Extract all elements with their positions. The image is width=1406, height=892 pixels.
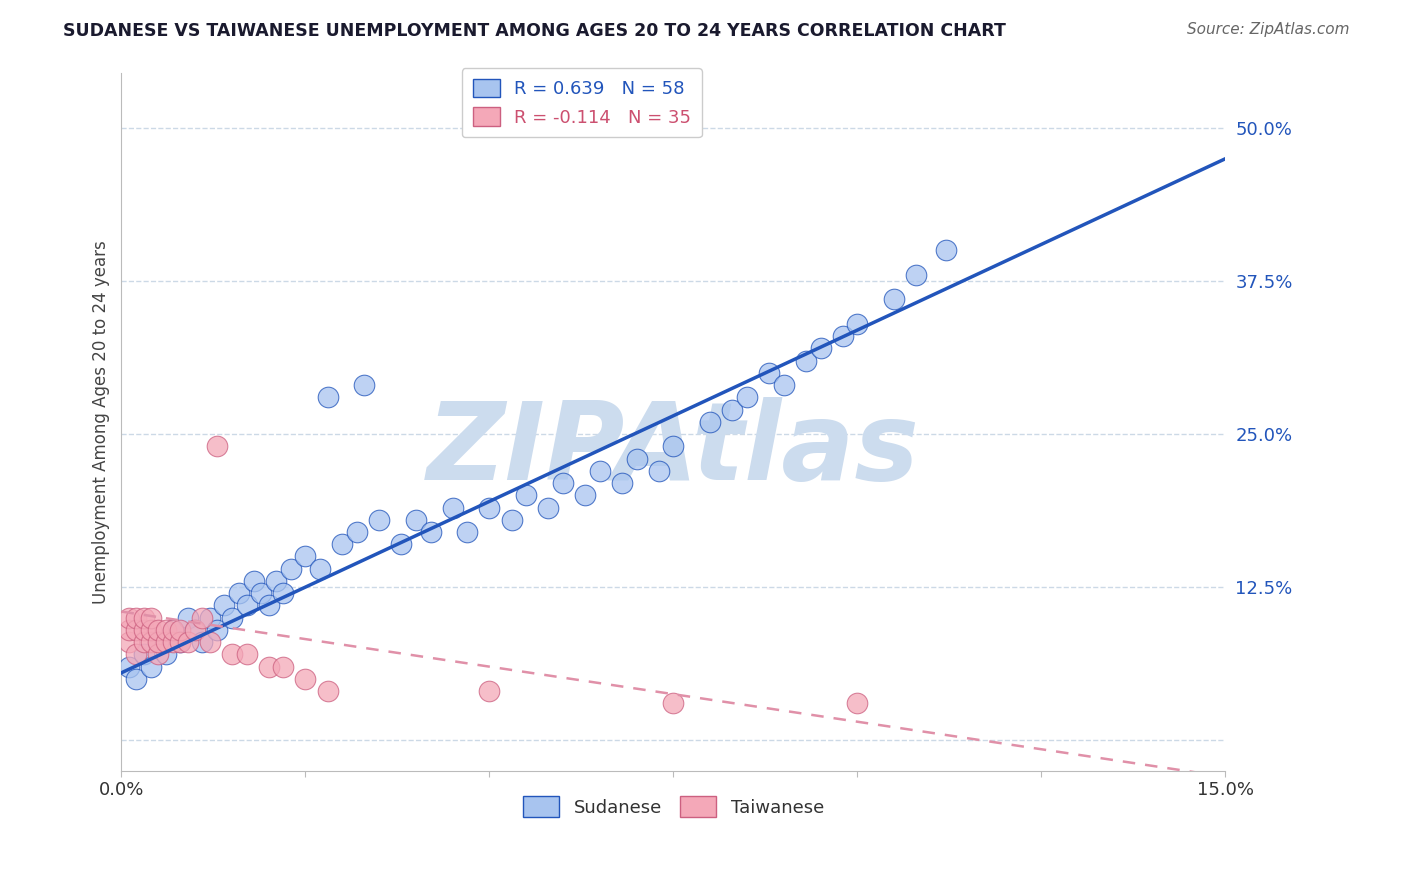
Point <box>883 293 905 307</box>
Point <box>648 464 671 478</box>
Point <box>191 610 214 624</box>
Point <box>368 513 391 527</box>
Point <box>125 610 148 624</box>
Point <box>228 586 250 600</box>
Point <box>537 500 560 515</box>
Point <box>162 635 184 649</box>
Point <box>346 524 368 539</box>
Point <box>389 537 412 551</box>
Point <box>132 610 155 624</box>
Point <box>176 610 198 624</box>
Point <box>198 610 221 624</box>
Point <box>441 500 464 515</box>
Point <box>662 697 685 711</box>
Point <box>148 623 170 637</box>
Point <box>148 648 170 662</box>
Point <box>831 329 853 343</box>
Point <box>515 488 537 502</box>
Point <box>162 623 184 637</box>
Text: SUDANESE VS TAIWANESE UNEMPLOYMENT AMONG AGES 20 TO 24 YEARS CORRELATION CHART: SUDANESE VS TAIWANESE UNEMPLOYMENT AMONG… <box>63 22 1007 40</box>
Point <box>456 524 478 539</box>
Point <box>169 635 191 649</box>
Point <box>243 574 266 588</box>
Point <box>419 524 441 539</box>
Point <box>935 244 957 258</box>
Point <box>478 684 501 698</box>
Point <box>574 488 596 502</box>
Point <box>273 659 295 673</box>
Point <box>405 513 427 527</box>
Point <box>758 366 780 380</box>
Point <box>309 562 332 576</box>
Point <box>735 390 758 404</box>
Point <box>118 635 141 649</box>
Point <box>162 623 184 637</box>
Point <box>264 574 287 588</box>
Point <box>810 342 832 356</box>
Point <box>139 610 162 624</box>
Point <box>205 439 228 453</box>
Point <box>905 268 928 282</box>
Point <box>316 390 339 404</box>
Point <box>846 697 869 711</box>
Point <box>191 635 214 649</box>
Point <box>118 623 141 637</box>
Point <box>148 635 170 649</box>
Point <box>139 623 162 637</box>
Point <box>273 586 295 600</box>
Point <box>176 635 198 649</box>
Point <box>132 623 155 637</box>
Point <box>184 623 207 637</box>
Point <box>214 599 236 613</box>
Point <box>139 635 162 649</box>
Point <box>125 648 148 662</box>
Point <box>250 586 273 600</box>
Point <box>235 599 257 613</box>
Point <box>221 610 243 624</box>
Point <box>125 672 148 686</box>
Point <box>626 451 648 466</box>
Point <box>132 635 155 649</box>
Point <box>198 635 221 649</box>
Point <box>501 513 523 527</box>
Point <box>551 476 574 491</box>
Point <box>118 659 141 673</box>
Point <box>155 635 177 649</box>
Point <box>353 378 375 392</box>
Text: ZIPAtlas: ZIPAtlas <box>427 397 920 503</box>
Point <box>148 635 170 649</box>
Point <box>125 623 148 637</box>
Point <box>205 623 228 637</box>
Point <box>257 599 280 613</box>
Text: Source: ZipAtlas.com: Source: ZipAtlas.com <box>1187 22 1350 37</box>
Point <box>294 672 316 686</box>
Point <box>155 648 177 662</box>
Point <box>721 402 744 417</box>
Point <box>846 317 869 331</box>
Point <box>184 623 207 637</box>
Point <box>773 378 796 392</box>
Point <box>794 353 817 368</box>
Point <box>257 659 280 673</box>
Point <box>155 623 177 637</box>
Point <box>316 684 339 698</box>
Point <box>662 439 685 453</box>
Point <box>169 635 191 649</box>
Point <box>221 648 243 662</box>
Point <box>330 537 353 551</box>
Point <box>610 476 633 491</box>
Point <box>294 549 316 564</box>
Point <box>118 610 141 624</box>
Point <box>589 464 612 478</box>
Point <box>132 648 155 662</box>
Point <box>280 562 302 576</box>
Y-axis label: Unemployment Among Ages 20 to 24 years: Unemployment Among Ages 20 to 24 years <box>93 240 110 604</box>
Point <box>139 659 162 673</box>
Point <box>478 500 501 515</box>
Point <box>169 623 191 637</box>
Point <box>235 648 257 662</box>
Legend: Sudanese, Taiwanese: Sudanese, Taiwanese <box>516 789 831 824</box>
Point <box>699 415 721 429</box>
